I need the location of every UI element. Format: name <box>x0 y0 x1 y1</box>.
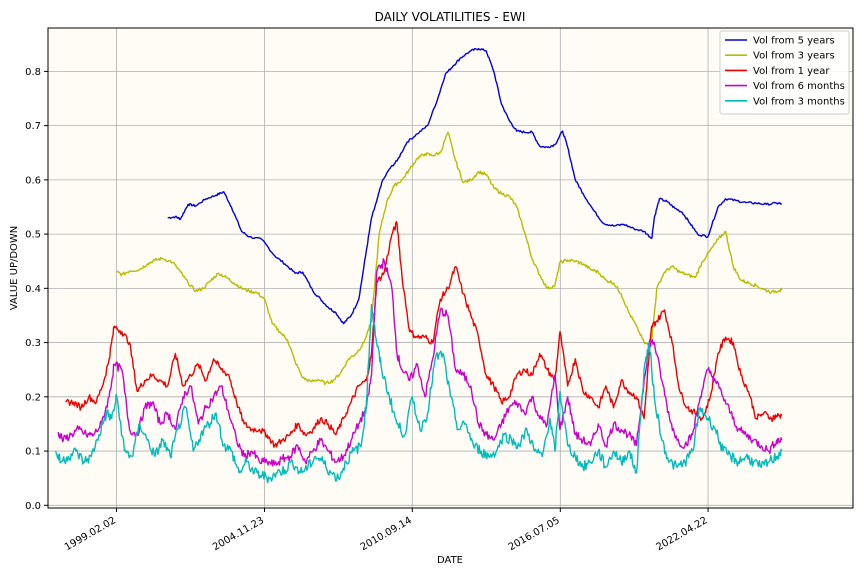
legend-label: Vol from 3 months <box>753 96 845 107</box>
x-axis-label: DATE <box>437 555 463 566</box>
y-tick-label: 0.8 <box>25 67 41 78</box>
y-tick-label: 0.5 <box>25 230 41 241</box>
series-line-4 <box>57 258 783 467</box>
legend-box <box>719 30 850 115</box>
legend-label: Vol from 3 years <box>753 51 835 62</box>
x-tick-label: 1999.02.02 <box>63 515 118 553</box>
x-tick-label: 2010.09.14 <box>359 515 414 553</box>
y-tick-label: 0.1 <box>25 447 41 458</box>
y-tick-label: 0.7 <box>25 121 41 132</box>
legend-label: Vol from 1 year <box>753 66 830 77</box>
y-tick-label: 0.3 <box>25 338 41 349</box>
series-line-2 <box>116 131 783 385</box>
legend-label: Vol from 6 months <box>753 81 845 92</box>
legend-label: Vol from 5 years <box>753 36 835 47</box>
x-tick-label: 2004.11.23 <box>211 515 266 553</box>
series-line-3 <box>65 220 783 448</box>
x-tick-label: 2022.04.22 <box>654 515 709 553</box>
x-axis: 1999.02.02 2004.11.23 2010.09.14 2016.07.05… <box>63 508 710 553</box>
y-tick-label: 0.0 <box>25 501 41 512</box>
y-axis: 0.0 0.1 0.2 0.3 0.4 0.5 0.6 0.7 0.8 <box>25 67 48 512</box>
series-group <box>54 47 783 484</box>
x-tick-label: 2016.07.05 <box>507 515 562 553</box>
series-line-1 <box>167 47 783 325</box>
legend: Vol from 5 years Vol from 3 years Vol from… <box>719 30 850 115</box>
plot-area <box>48 28 853 508</box>
y-axis-label: VALUE UP/DOWN <box>9 226 20 311</box>
plot-frame <box>47 27 854 509</box>
y-tick-label: 0.4 <box>25 284 41 295</box>
y-tick-label: 0.2 <box>25 392 41 403</box>
chart-title: DAILY VOLATILITIES - EWI <box>375 10 526 24</box>
y-tick-label: 0.6 <box>25 175 41 186</box>
series-line-5 <box>54 303 783 484</box>
